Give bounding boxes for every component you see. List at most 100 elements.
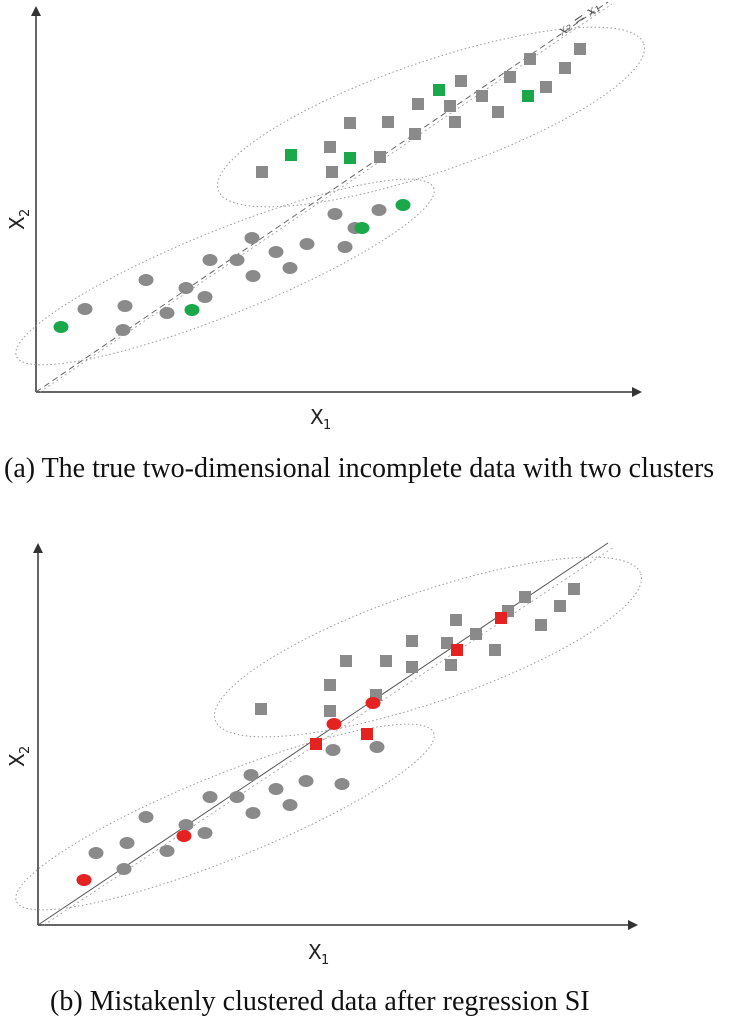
red-square-point — [361, 728, 373, 740]
gray-circle-point — [116, 863, 132, 875]
gray-square-point — [476, 90, 488, 102]
panel-b-markers — [76, 583, 580, 886]
panel-a-diagram: x₂ = x₁ X 1 X 2 — [5, 0, 645, 433]
gray-square-point — [412, 98, 424, 110]
red-square-point — [495, 612, 507, 624]
gray-circle-point — [138, 811, 154, 823]
gray-square-point — [535, 619, 547, 631]
gray-circle-point — [178, 819, 194, 831]
gray-square-point — [540, 81, 552, 93]
reference-line-dashed — [35, 1, 609, 393]
green-circle-point — [395, 199, 411, 211]
panel-a-true-data: x₂ = x₁ X 1 X 2 — [0, 0, 733, 440]
y-axis-label: X — [5, 216, 29, 230]
gray-circle-point — [243, 769, 259, 781]
gray-square-point — [504, 71, 516, 83]
caption-a: (a) The true two-dimensional incomplete … — [4, 453, 715, 484]
gray-circle-point — [325, 744, 341, 756]
y-axis-label-subscript: 2 — [18, 746, 33, 754]
x-axis-label: X — [310, 405, 324, 429]
gray-square-point — [382, 116, 394, 128]
gray-circle-point — [178, 282, 194, 294]
gray-square-point — [344, 117, 356, 129]
upper-cluster-ellipse — [217, 26, 645, 208]
red-circle-point — [365, 697, 381, 709]
gray-circle-point — [245, 807, 261, 819]
gray-square-point — [255, 703, 267, 715]
gray-square-point — [519, 591, 531, 603]
x-axis-label-subscript: 1 — [321, 953, 329, 968]
gray-square-point — [559, 62, 571, 74]
gray-square-point — [450, 614, 462, 626]
gray-square-point — [524, 53, 536, 65]
gray-circle-point — [202, 254, 218, 266]
gray-circle-point — [159, 307, 175, 319]
gray-circle-point — [268, 246, 284, 258]
gray-circle-point — [229, 254, 245, 266]
gray-circle-point — [299, 238, 315, 250]
gray-square-point — [380, 655, 392, 667]
lower-cluster-ellipse — [15, 178, 435, 366]
gray-square-point — [441, 637, 453, 649]
gray-square-point — [574, 43, 586, 55]
gray-square-point — [470, 628, 482, 640]
gray-circle-point — [327, 208, 343, 220]
gray-circle-point — [117, 300, 133, 312]
panel-a-markers — [53, 43, 586, 336]
gray-square-point — [256, 166, 268, 178]
green-circle-point — [184, 304, 200, 316]
gray-circle-point — [77, 303, 93, 315]
x-axis-label: X — [308, 940, 322, 964]
gray-square-point — [340, 655, 352, 667]
x-axis-label-subscript: 1 — [323, 418, 331, 433]
gray-square-point — [406, 661, 418, 673]
gray-circle-point — [337, 241, 353, 253]
gray-circle-point — [334, 778, 350, 790]
gray-square-point — [324, 679, 336, 691]
gray-circle-point — [245, 270, 261, 282]
gray-square-point — [449, 116, 461, 128]
gray-square-point — [324, 141, 336, 153]
y-axis-label-subscript: 2 — [18, 209, 33, 217]
red-circle-point — [76, 874, 92, 886]
gray-circle-point — [119, 837, 135, 849]
gray-square-point — [568, 583, 580, 595]
gray-square-point — [324, 705, 336, 717]
gray-circle-point — [159, 845, 175, 857]
panel-b-diagram: X 1 X 2 — [5, 542, 642, 968]
panel-b-mistaken-clusters: X 1 X 2 — [0, 535, 733, 975]
y-axis-label: X — [5, 753, 29, 767]
green-square-point — [433, 84, 445, 96]
gray-circle-point — [282, 799, 298, 811]
gray-square-point — [406, 635, 418, 647]
red-square-point — [310, 738, 322, 750]
line-equation-label: x₂ = x₁ — [555, 0, 603, 39]
green-circle-point — [53, 321, 69, 333]
gray-circle-point — [197, 827, 213, 839]
reference-line-dotted — [43, 546, 615, 926]
upper-cluster-ellipse — [214, 556, 642, 738]
gray-circle-point — [369, 741, 385, 753]
caption-b: (b) Mistakenly clustered data after regr… — [50, 986, 590, 1017]
gray-circle-point — [202, 791, 218, 803]
gray-square-point — [554, 600, 566, 612]
gray-square-point — [374, 151, 386, 163]
red-square-point — [451, 644, 463, 656]
green-square-point — [522, 90, 534, 102]
gray-circle-point — [229, 791, 245, 803]
gray-square-point — [444, 100, 456, 112]
gray-circle-point — [371, 204, 387, 216]
gray-square-point — [492, 106, 504, 118]
red-circle-point — [176, 830, 192, 842]
gray-circle-point — [138, 274, 154, 286]
gray-circle-point — [282, 262, 298, 274]
gray-square-point — [409, 128, 421, 140]
gray-circle-point — [115, 324, 131, 336]
red-circle-point — [326, 718, 342, 730]
green-square-point — [344, 152, 356, 164]
gray-circle-point — [298, 775, 314, 787]
gray-square-point — [445, 659, 457, 671]
gray-square-point — [489, 644, 501, 656]
gray-circle-point — [244, 232, 260, 244]
gray-circle-point — [197, 291, 213, 303]
